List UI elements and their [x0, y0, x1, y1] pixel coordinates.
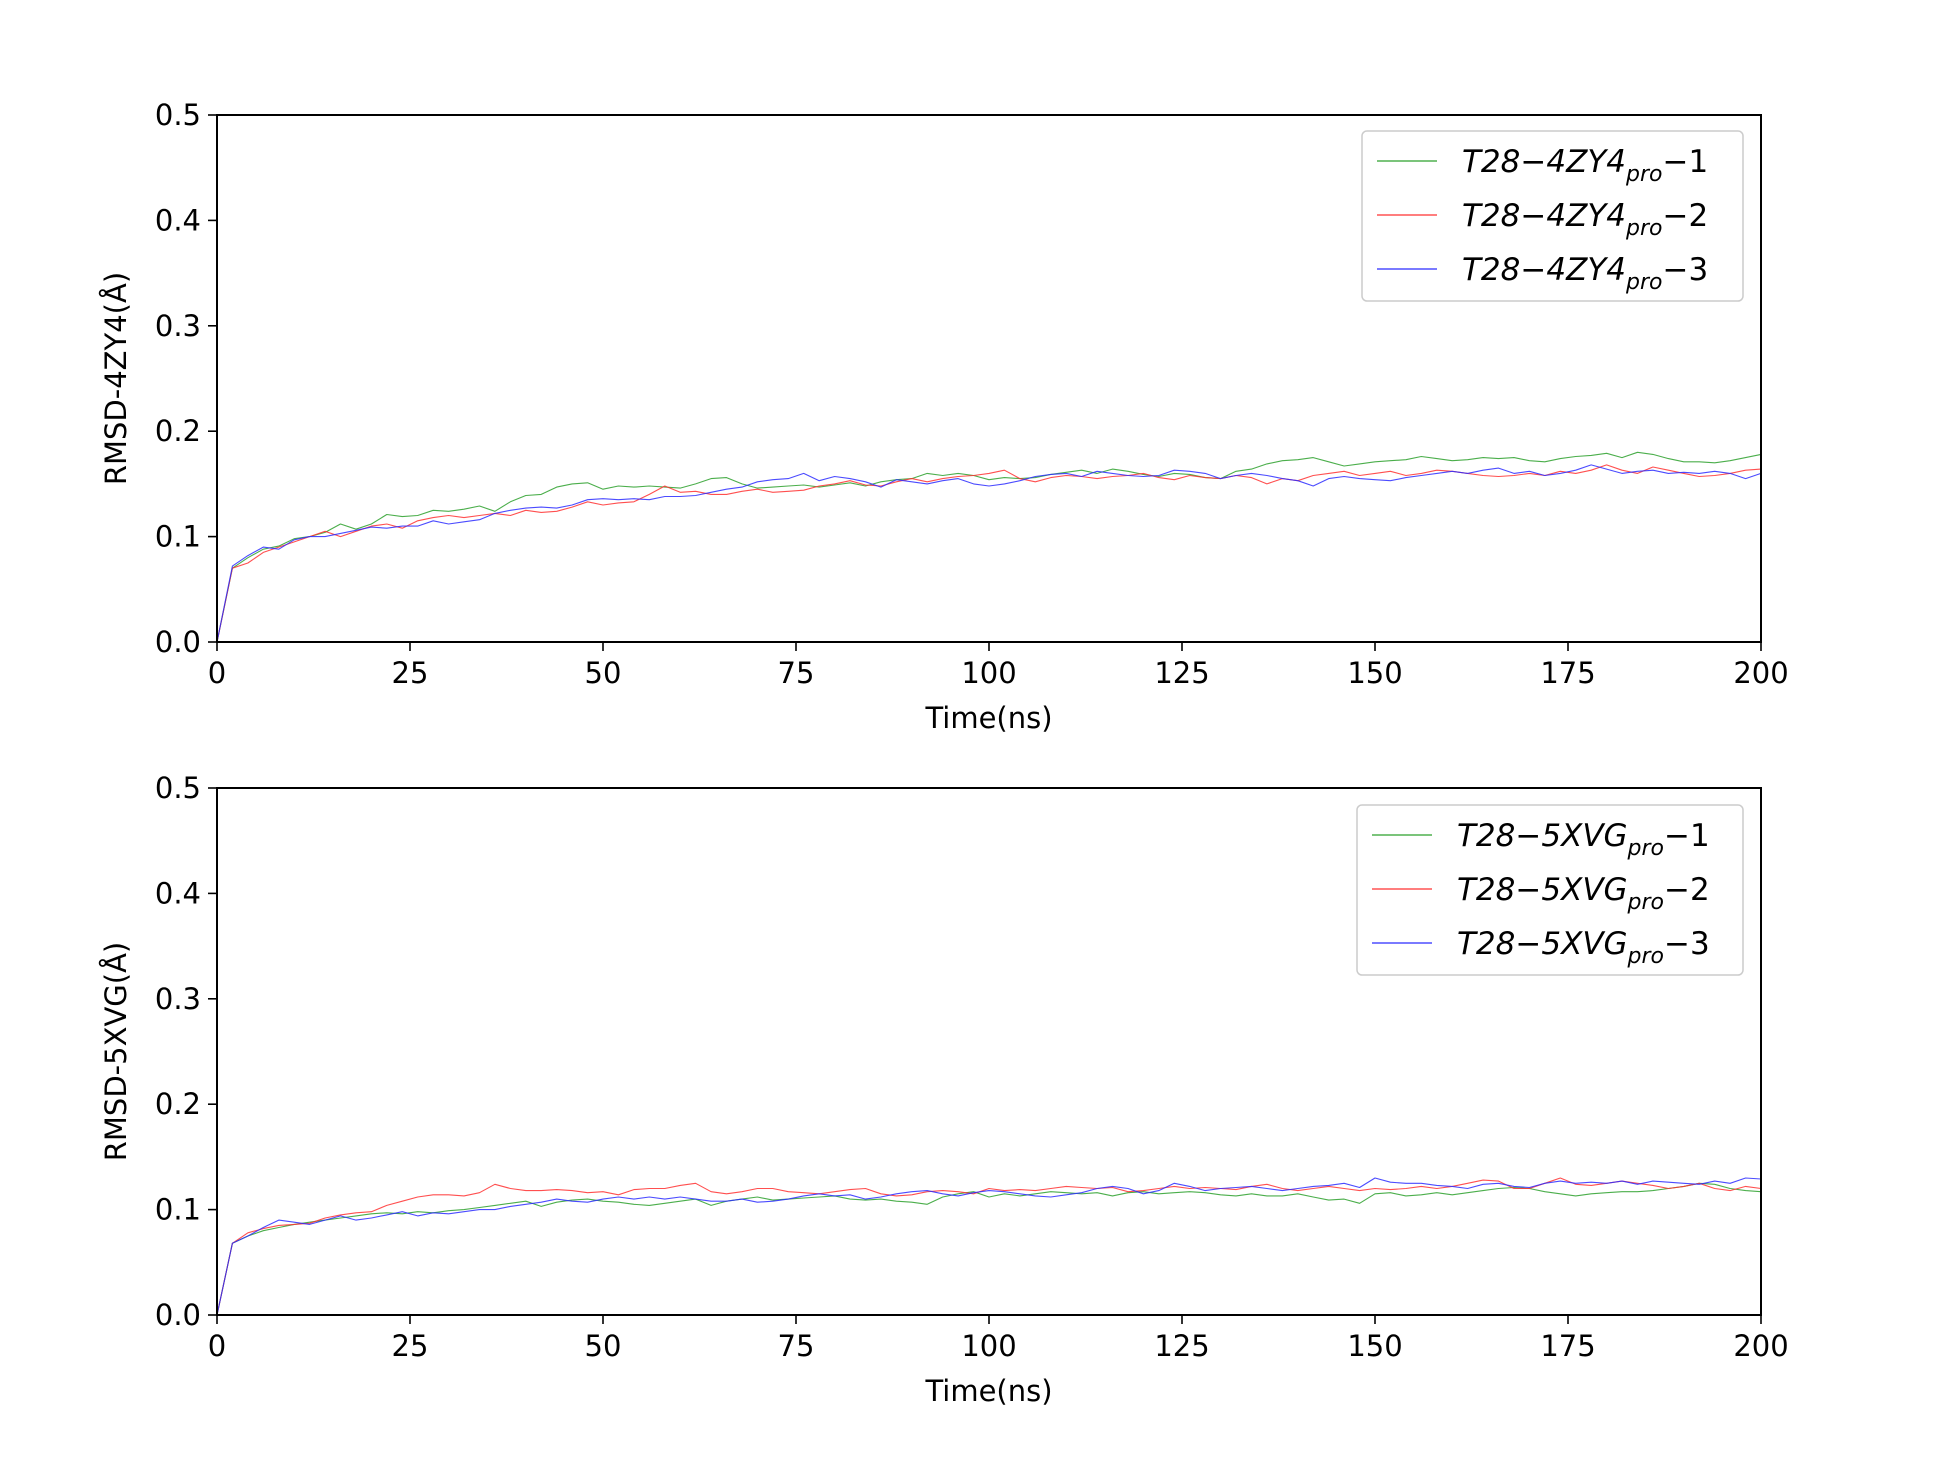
y-tick-label: 0.3 — [155, 309, 201, 343]
legend-label-suffix: −3 — [1664, 926, 1710, 962]
y-tick-label: 0.1 — [155, 1193, 201, 1227]
x-axis: 0 25 50 75 100 125 150 175 200 — [208, 1315, 1789, 1363]
y-tick-label: 0.0 — [155, 1298, 201, 1332]
y-tick-label: 0.4 — [155, 203, 201, 237]
y-tick-label: 0.1 — [155, 520, 201, 554]
legend-item-1: T28−4ZY4pro−1 — [1377, 144, 1708, 187]
legend-label: T28−5XVGpro−3 — [1457, 926, 1710, 969]
legend-item-3: T28−4ZY4pro−3 — [1377, 252, 1708, 295]
x-tick-label: 75 — [778, 1329, 815, 1363]
y-tick-label: 0.4 — [155, 876, 201, 910]
y-tick-label: 0.5 — [155, 771, 201, 805]
x-tick-label: 50 — [585, 1329, 622, 1363]
top-rmsd-4zy4-panel: 0 25 50 75 100 125 150 175 200 0.0 0.1 0.2 0.3 0.4 0.5… — [99, 98, 1789, 735]
legend-item-1: T28−5XVGpro−1 — [1372, 818, 1710, 861]
series-line-3 — [216, 1177, 1762, 1316]
legend-label-suffix: −2 — [1662, 198, 1708, 234]
series-lines — [216, 1177, 1762, 1316]
y-tick-label: 0.0 — [155, 625, 201, 659]
x-tick-label: 25 — [392, 656, 429, 690]
series-line-2 — [216, 1177, 1762, 1316]
x-tick-label: 200 — [1733, 1329, 1788, 1363]
legend-label-subscript: pro — [1627, 890, 1664, 915]
x-tick-label: 150 — [1347, 1329, 1402, 1363]
x-tick-label: 0 — [208, 1329, 226, 1363]
legend-label: T28−5XVGpro−2 — [1457, 872, 1710, 915]
legend-item-3: T28−5XVGpro−3 — [1372, 926, 1710, 969]
y-axis: 0.0 0.1 0.2 0.3 0.4 0.5 — [155, 771, 217, 1332]
y-tick-label: 0.2 — [155, 414, 201, 448]
legend-label-base: T28−5XVG — [1457, 818, 1628, 854]
series-line-2 — [216, 464, 1762, 643]
bottom-rmsd-5xvg-panel: 0 25 50 75 100 125 150 175 200 0.0 0.1 0.2 0.3 0.4 0.5… — [99, 771, 1789, 1408]
x-axis: 0 25 50 75 100 125 150 175 200 — [208, 642, 1789, 690]
legend-label: T28−4ZY4pro−2 — [1462, 198, 1708, 241]
series-line-3 — [216, 464, 1762, 643]
x-tick-label: 50 — [585, 656, 622, 690]
legend-box — [1361, 130, 1744, 302]
legend-label: T28−4ZY4pro−3 — [1462, 252, 1708, 295]
x-tick-label: 100 — [961, 656, 1016, 690]
legend-label-subscript: pro — [1625, 162, 1662, 187]
y-tick-label: 0.3 — [155, 982, 201, 1016]
x-tick-label: 25 — [392, 1329, 429, 1363]
x-tick-label: 175 — [1540, 656, 1595, 690]
x-tick-label: 125 — [1154, 1329, 1209, 1363]
y-tick-label: 0.5 — [155, 98, 201, 132]
legend-label-suffix: −2 — [1664, 872, 1710, 908]
y-tick-label: 0.2 — [155, 1087, 201, 1121]
x-tick-label: 100 — [961, 1329, 1016, 1363]
legend-label-subscript: pro — [1627, 944, 1664, 969]
y-axis-label: RMSD-4ZY4(Å) — [99, 272, 133, 485]
legend-label-base: T28−5XVG — [1457, 926, 1628, 962]
legend-box — [1356, 804, 1744, 976]
legend-label-suffix: −3 — [1662, 252, 1708, 288]
legend-item-2: T28−5XVGpro−2 — [1372, 872, 1710, 915]
y-axis: 0.0 0.1 0.2 0.3 0.4 0.5 — [155, 98, 217, 659]
x-tick-label: 175 — [1540, 1329, 1595, 1363]
legend-label-subscript: pro — [1625, 270, 1662, 295]
legend-label-base: T28−4ZY4 — [1462, 144, 1626, 180]
legend-label-subscript: pro — [1625, 216, 1662, 241]
x-axis-label: Time(ns) — [924, 701, 1052, 735]
x-tick-label: 150 — [1347, 656, 1402, 690]
legend-item-2: T28−4ZY4pro−2 — [1377, 198, 1708, 241]
legend-label-base: T28−4ZY4 — [1462, 252, 1626, 288]
legend-label-suffix: −1 — [1664, 818, 1710, 854]
legend-label-subscript: pro — [1627, 836, 1664, 861]
x-tick-label: 125 — [1154, 656, 1209, 690]
x-axis-label: Time(ns) — [924, 1374, 1052, 1408]
legend-label: T28−4ZY4pro−1 — [1462, 144, 1708, 187]
series-line-1 — [216, 1182, 1762, 1316]
legend-label-base: T28−4ZY4 — [1462, 198, 1626, 234]
legend-label: T28−5XVGpro−1 — [1457, 818, 1710, 861]
series-line-1 — [216, 451, 1762, 643]
series-lines — [216, 451, 1762, 643]
x-tick-label: 75 — [778, 656, 815, 690]
x-tick-label: 200 — [1733, 656, 1788, 690]
legend-label-suffix: −1 — [1662, 144, 1708, 180]
x-tick-label: 0 — [208, 656, 226, 690]
legend-label-base: T28−5XVG — [1457, 872, 1628, 908]
y-axis-label: RMSD-5XVG(Å) — [99, 942, 133, 1161]
